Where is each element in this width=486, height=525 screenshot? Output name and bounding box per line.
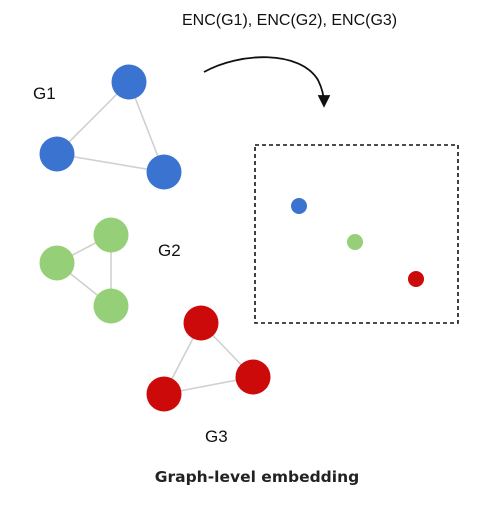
g3-node [146,376,182,412]
graph-g3: G3 [146,305,271,446]
embedding-point-g2 [347,234,363,250]
g3-node [235,359,271,395]
encode-arrow [203,56,331,108]
g2-node [93,217,129,253]
g1-node [111,64,147,100]
g1-node [146,154,182,190]
g1-label: G1 [33,84,56,103]
graph-g2: G2 [39,217,181,324]
g2-node [39,245,75,281]
embedding-point-g1 [291,198,307,214]
g3-node [183,305,219,341]
embedding-space-box [254,144,459,324]
encoding-label: ENC(G1), ENC(G2), ENC(G3) [182,12,397,29]
g1-edge [56,153,165,173]
g2-node [93,288,129,324]
g1-node [39,136,75,172]
caption: Graph-level embedding [155,468,359,486]
embedding-point-g3 [408,271,424,287]
g2-label: G2 [158,241,181,260]
embedding-space [254,144,459,324]
g3-label: G3 [205,427,228,446]
graph-g1: G1 [33,64,182,190]
